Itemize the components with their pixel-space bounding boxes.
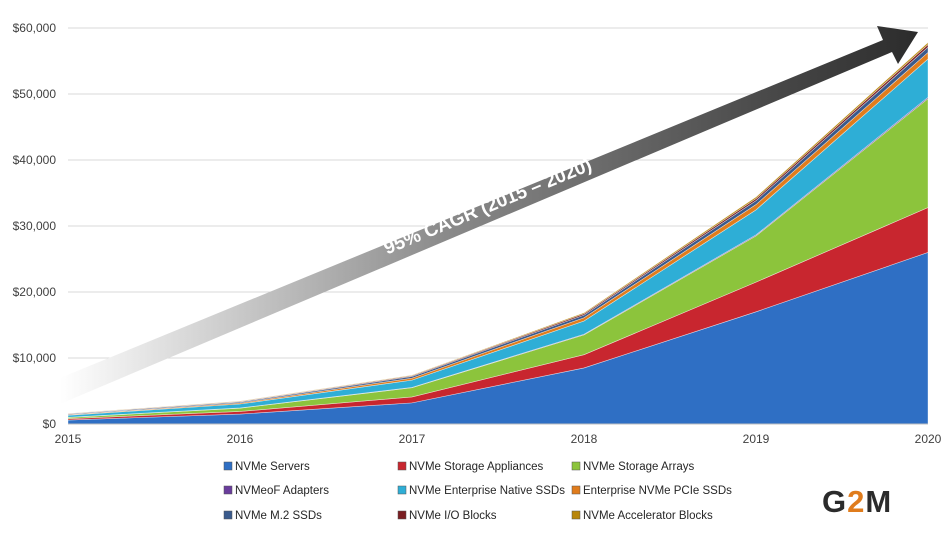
legend-item: NVMe Servers: [223, 461, 310, 473]
legend-swatch: [397, 510, 407, 520]
legend-label: NVMeoF Adapters: [235, 485, 329, 497]
area-nvme-accelerator-blocks: [67, 41, 929, 414]
legend-swatch: [223, 510, 233, 520]
legend-swatch: [397, 485, 407, 495]
svg-text:G2M: G2M: [822, 484, 892, 519]
legend: NVMe Servers NVMe Storage Appliances NVMe …: [223, 461, 732, 522]
y-tick-label: $50,000: [13, 87, 57, 101]
legend-swatch: [571, 510, 581, 520]
y-tick-label: $60,000: [13, 21, 57, 35]
legend-label: NVMe Accelerator Blocks: [583, 510, 713, 522]
x-tick-label: 2016: [227, 432, 254, 446]
x-tick-label: 2020: [915, 432, 942, 446]
legend-label: NVMe Storage Appliances: [409, 461, 543, 473]
legend-swatch: [223, 485, 233, 495]
cagr-arrow-shape: [60, 26, 918, 404]
legend-item: NVMeoF Adapters: [223, 485, 329, 497]
legend-label: NVMe Servers: [235, 461, 310, 473]
legend-swatch: [571, 485, 581, 495]
y-tick-label: $30,000: [13, 219, 57, 233]
legend-label: NVMe Enterprise Native SSDs: [409, 485, 565, 497]
axes: $0 $10,000 $20,000 $30,000 $40,000 $50,000 $60…: [13, 21, 942, 446]
legend-item: NVMe Enterprise Native SSDs: [397, 485, 565, 497]
legend-item: NVMe M.2 SSDs: [223, 510, 322, 522]
legend-item: NVMe I/O Blocks: [397, 510, 497, 522]
legend-label: NVMe Storage Arrays: [583, 461, 694, 473]
x-tick-label: 2018: [571, 432, 598, 446]
y-tick-label: $20,000: [13, 285, 57, 299]
legend-item: NVMe Accelerator Blocks: [571, 510, 713, 522]
legend-swatch: [397, 461, 407, 471]
x-tick-label: 2019: [743, 432, 770, 446]
legend-label: NVMe I/O Blocks: [409, 510, 497, 522]
y-tick-label: $40,000: [13, 153, 57, 167]
g2m-logo: G2M: [822, 484, 892, 519]
x-tick-label: 2015: [55, 432, 82, 446]
legend-swatch: [571, 461, 581, 471]
legend-label: NVMe M.2 SSDs: [235, 510, 322, 522]
logo-prefix: G: [822, 484, 847, 519]
cagr-label: 95% CAGR (2015 – 2020): [381, 155, 595, 260]
legend-swatch: [223, 461, 233, 471]
legend-item: NVMe Storage Arrays: [571, 461, 694, 473]
y-tick-label: $10,000: [13, 351, 57, 365]
logo-suffix: M: [865, 484, 892, 519]
plot-areas: [67, 41, 929, 425]
legend-label: Enterprise NVMe PCIe SSDs: [583, 485, 732, 497]
legend-item: Enterprise NVMe PCIe SSDs: [571, 485, 732, 497]
y-tick-label: $0: [43, 417, 57, 431]
logo-accent-digit: 2: [847, 484, 865, 519]
legend-item: NVMe Storage Appliances: [397, 461, 543, 473]
x-tick-label: 2017: [399, 432, 426, 446]
